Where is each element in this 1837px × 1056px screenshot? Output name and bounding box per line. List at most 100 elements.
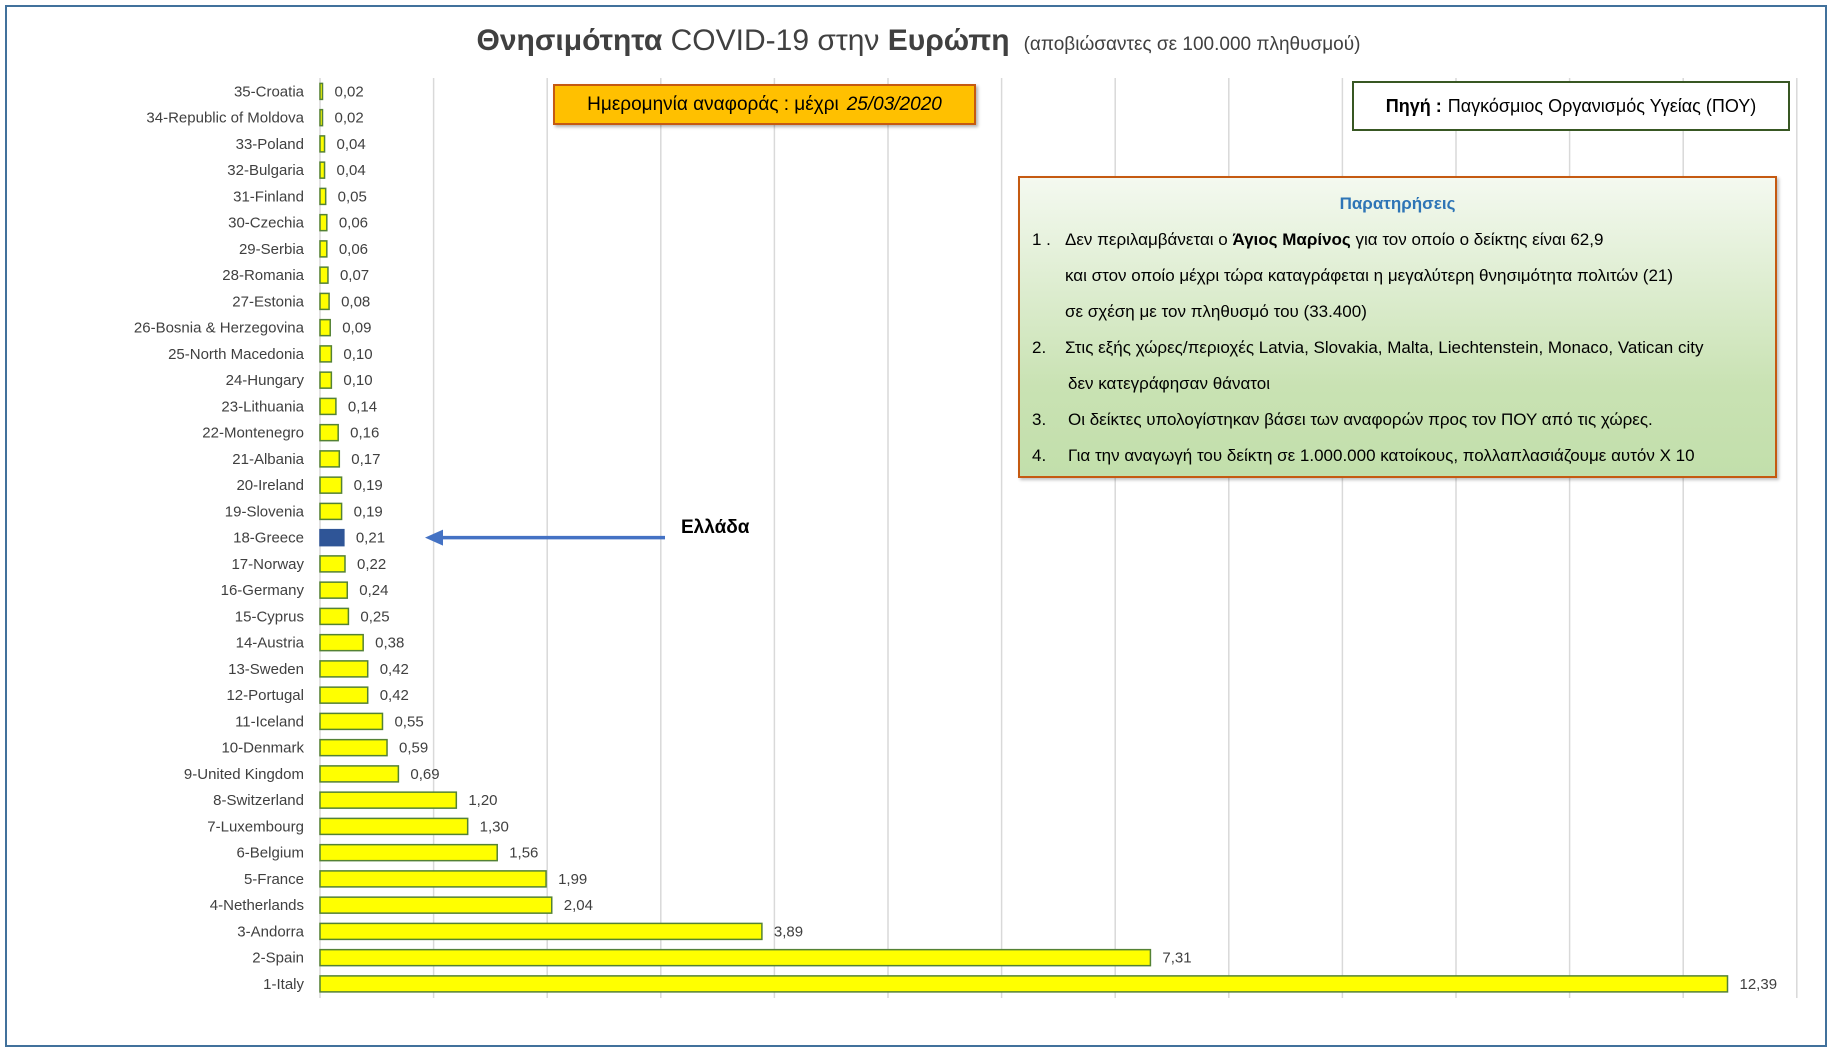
bar [319,135,326,153]
bar [319,213,328,232]
data-label: 0,06 [339,215,368,232]
category-label: 6-Belgium [236,845,304,862]
data-label: 0,55 [394,713,423,730]
bar [319,161,326,179]
data-label: 0,59 [399,740,428,757]
bar [319,686,369,704]
data-label: 0,09 [342,320,371,337]
bar [319,660,369,678]
data-label: 0,16 [350,425,379,442]
data-label: 0,69 [410,766,439,783]
data-label: 0,07 [340,267,369,284]
data-label: 0,04 [337,162,366,179]
category-label: 4-Netherlands [210,897,304,914]
category-label: 22-Montenegro [202,425,304,442]
data-label: 0,19 [354,477,383,494]
data-label: 0,38 [375,635,404,652]
bar [319,633,364,652]
data-label: 3,89 [774,923,803,940]
category-label: 28-Romania [222,267,304,284]
data-label: 0,08 [341,293,370,310]
note-text: Για την αναγωγή του δείκτη σε 1.000.000 … [1068,446,1695,465]
category-label: 12-Portugal [226,687,304,704]
category-label: 14-Austria [236,635,305,652]
data-label: 0,02 [335,83,364,100]
source-box: Πηγή : Παγκόσμιος Οργανισμός Υγείας (ΠΟΥ) [1352,81,1790,131]
bar [319,240,328,258]
bar [319,528,345,547]
bar [319,975,1729,993]
data-label: 1,20 [468,792,497,809]
source-value: Παγκόσμιος Οργανισμός Υγείας (ΠΟΥ) [1447,95,1757,116]
bar [319,791,458,809]
note-2: 2. Στις εξής χώρες/περιοχές Latvia, Slova… [1032,338,1704,358]
data-label: 0,04 [337,136,366,153]
data-label: 0,25 [360,608,389,625]
note-2-line-2: δεν κατεγράφησαν θάνατοι [1068,374,1271,393]
bar [319,397,337,416]
data-label: 0,42 [380,687,409,704]
note-text: για τον οποίο ο δείκτης είναι 62,9 [1350,230,1604,249]
data-label: 0,22 [357,556,386,573]
note-text: Στις εξής χώρες/περιοχές Latvia, Slovaki… [1065,338,1704,357]
note-number: 2. [1032,338,1047,357]
data-label: 0,24 [359,582,388,599]
note-1-line-3: σε σχέση με τον πληθυσμό του (33.400) [1065,302,1367,321]
category-label: 26-Bosnia & Herzegovina [134,320,305,337]
category-label: 13-Sweden [228,661,304,678]
category-label: 11-Iceland [235,713,304,730]
category-label: 19-Slovenia [225,503,305,520]
note-text: Οι δείκτες υπολογίστηκαν βάσει των αναφο… [1068,410,1653,429]
bar [319,371,333,389]
data-label: 2,04 [564,897,593,914]
report-date-label: Ημερομηνία αναφοράς : μέχρι [587,93,839,115]
data-label: 1,99 [558,871,587,888]
bar [319,423,339,442]
bar [319,581,349,599]
bar [319,896,553,914]
note-text: Δεν περιλαμβάνεται ο [1065,230,1233,249]
note-4: 4. Για την αναγωγή του δείκτη σε 1.000.00… [1032,446,1695,466]
category-label: 27-Estonia [232,293,304,310]
bar [319,712,384,731]
category-label: 34-Republic of Moldova [146,110,304,127]
greece-annotation-label: Ελλάδα [681,517,750,538]
note-number: 1 . [1032,230,1051,249]
chart-frame [5,5,1827,1047]
category-label: 23-Lithuania [221,398,304,415]
category-label: 15-Cyprus [235,608,304,625]
arrow-head-icon [425,529,443,546]
note-1-line-2: και στον οποίο μέχρι τώρα καταγράφεται η… [1065,266,1674,285]
bar [319,292,330,311]
category-label: 8-Switzerland [213,792,304,809]
source-label: Πηγή : [1385,95,1442,116]
bar [319,318,331,337]
bar [319,555,346,573]
title-mid: COVID-19 στην [670,24,880,57]
bar [319,476,343,494]
title-bold-1: Θνησιμότητα [476,24,663,57]
category-label: 21-Albania [232,451,304,468]
note-1: 1 . Δεν περιλαμβάνεται ο Άγιος Μαρίνος γι… [1032,230,1603,250]
category-label: 10-Denmark [221,740,304,757]
data-label: 0,19 [354,503,383,520]
bar [319,450,341,468]
notes-box: Παρατηρήσεις 1 . Δεν περιλαμβάνεται ο Άγι… [1018,176,1777,478]
category-label: 35-Croatia [234,83,305,100]
category-label: 1-Italy [263,976,304,993]
data-label: 0,14 [348,398,377,415]
bar [319,922,763,941]
category-label: 25-North Macedonia [168,346,305,363]
category-label: 3-Andorra [237,923,304,940]
category-label: 9-United Kingdom [184,766,304,783]
data-label: 0,05 [338,188,367,205]
bar [319,345,333,363]
category-label: 16-Germany [221,582,305,599]
category-label: 33-Poland [236,136,304,153]
bar [319,502,343,521]
bar [319,843,498,862]
data-label: 0,17 [351,451,380,468]
data-label: 1,30 [480,818,509,835]
bar [319,266,329,284]
